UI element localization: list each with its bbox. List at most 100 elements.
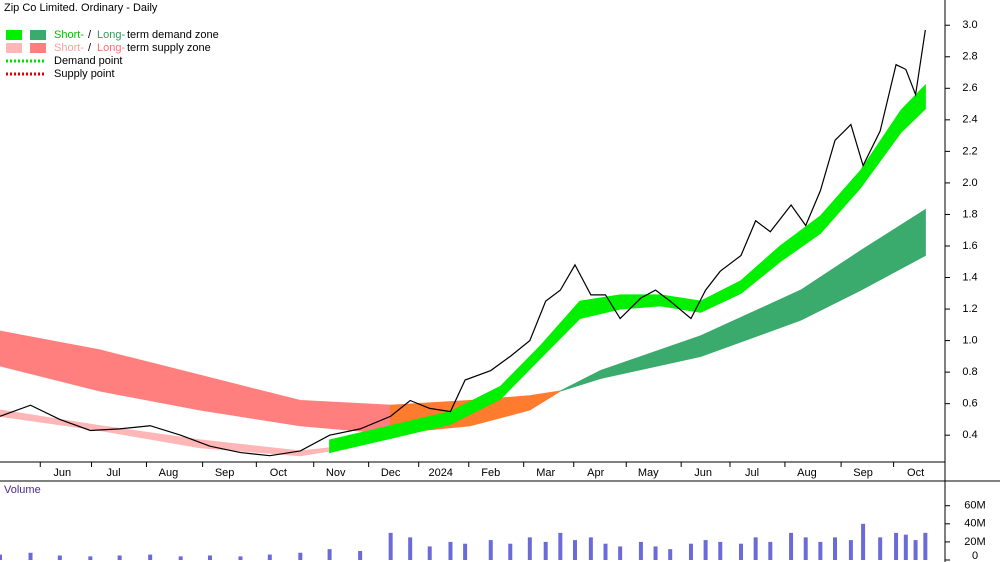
legend-text: Long- (97, 29, 125, 41)
volume-tick-label: 20M (964, 536, 985, 548)
volume-bar (833, 537, 838, 560)
x-tick-label: Jul (107, 467, 121, 479)
volume-bar (923, 532, 928, 560)
legend-swatch (30, 43, 46, 53)
volume-bar (861, 523, 866, 560)
y-tick-label: 1.6 (962, 240, 977, 252)
x-tick-label: Sep (853, 467, 873, 479)
volume-bar (527, 537, 532, 560)
legend-text: Demand point (54, 55, 123, 67)
volume-bar (88, 556, 93, 560)
legend-swatch (6, 30, 22, 40)
volume-bar (488, 540, 493, 560)
volume-bar (653, 546, 658, 560)
volume-bar (688, 543, 693, 560)
volume-bar (178, 556, 183, 560)
x-tick-label: Oct (270, 467, 287, 479)
volume-bar (207, 555, 212, 560)
volume-bar (913, 540, 918, 560)
volume-bar (803, 537, 808, 560)
x-tick-label: Nov (326, 467, 346, 479)
x-tick-label: Mar (536, 467, 555, 479)
legend-text: term demand zone (127, 29, 219, 41)
y-tick-label: 1.0 (962, 334, 977, 346)
volume-bar (618, 546, 623, 560)
volume-bar (739, 543, 744, 560)
volume-bar (327, 549, 332, 560)
volume-bar (878, 537, 883, 560)
volume-bar (267, 554, 272, 560)
legend-swatch (6, 43, 22, 53)
volume-bar (603, 543, 608, 560)
volume-bar (903, 534, 908, 560)
volume-bar (668, 549, 673, 560)
volume-bar (558, 532, 563, 560)
y-tick-label: 2.0 (962, 177, 977, 189)
x-tick-label: Feb (481, 467, 500, 479)
volume-bar (703, 540, 708, 560)
legend-text: / (88, 42, 92, 54)
x-tick-label: Aug (797, 467, 817, 479)
volume-tick-label: 40M (964, 518, 985, 530)
y-tick-label: 1.8 (962, 208, 977, 220)
x-tick-label: Sep (215, 467, 235, 479)
x-tick-label: Oct (907, 467, 924, 479)
volume-bar (388, 532, 393, 560)
y-tick-label: 1.4 (962, 271, 977, 283)
volume-bar (427, 546, 432, 560)
volume-bar (448, 541, 453, 560)
y-tick-label: 0.8 (962, 366, 977, 378)
volume-bar (28, 552, 33, 560)
x-tick-label: 2024 (428, 467, 452, 479)
x-tick-label: Apr (587, 467, 604, 479)
volume-tick-label: 0 (972, 550, 978, 562)
volume-bar (818, 541, 823, 560)
legend: Short- / Long- term demand zone Short- /… (6, 29, 219, 80)
y-tick-label: 2.2 (962, 145, 977, 157)
volume-tick-label: 60M (964, 500, 985, 512)
legend-text: / (88, 29, 92, 41)
volume-bar (848, 540, 853, 560)
y-tick-label: 0.4 (962, 429, 977, 441)
chart-title: Zip Co Limited. Ordinary - Daily (4, 2, 158, 14)
volume-bar (117, 555, 122, 560)
volume-bar (463, 543, 468, 560)
legend-text: Supply point (54, 68, 115, 80)
volume-bar (718, 541, 723, 560)
legend-text: Long- (97, 42, 125, 54)
volume-label: Volume (4, 484, 41, 496)
x-tick-label: Jul (745, 467, 759, 479)
y-tick-label: 2.6 (962, 82, 977, 94)
volume-bar (588, 537, 593, 560)
legend-text: Short- (54, 29, 84, 41)
volume-bar (148, 554, 153, 560)
zone-band (329, 83, 926, 454)
volume-bar (789, 532, 794, 560)
x-tick-label: Aug (159, 467, 179, 479)
volume-bar (543, 541, 548, 560)
x-tick-label: May (638, 467, 659, 479)
price-line (0, 29, 926, 457)
y-tick-label: 2.4 (962, 114, 977, 126)
volume-bar (753, 537, 758, 560)
volume-bar (572, 540, 577, 560)
volume-bar (358, 550, 363, 560)
volume-bar (298, 552, 303, 560)
volume-bar (638, 541, 643, 560)
x-tick-label: Jun (694, 467, 712, 479)
y-tick-label: 2.8 (962, 51, 977, 63)
x-tick-label: Jun (53, 467, 71, 479)
volume-bar (408, 537, 413, 560)
legend-swatch (30, 30, 46, 40)
volume-bar (508, 543, 513, 560)
volume-bar (894, 532, 899, 560)
volume-bar (57, 555, 62, 560)
volume-bar (238, 556, 243, 560)
legend-text: Short- (54, 42, 84, 54)
legend-text: term supply zone (127, 42, 211, 54)
volume-bar (0, 554, 2, 560)
y-tick-label: 0.6 (962, 398, 977, 410)
volume-bar (768, 541, 773, 560)
